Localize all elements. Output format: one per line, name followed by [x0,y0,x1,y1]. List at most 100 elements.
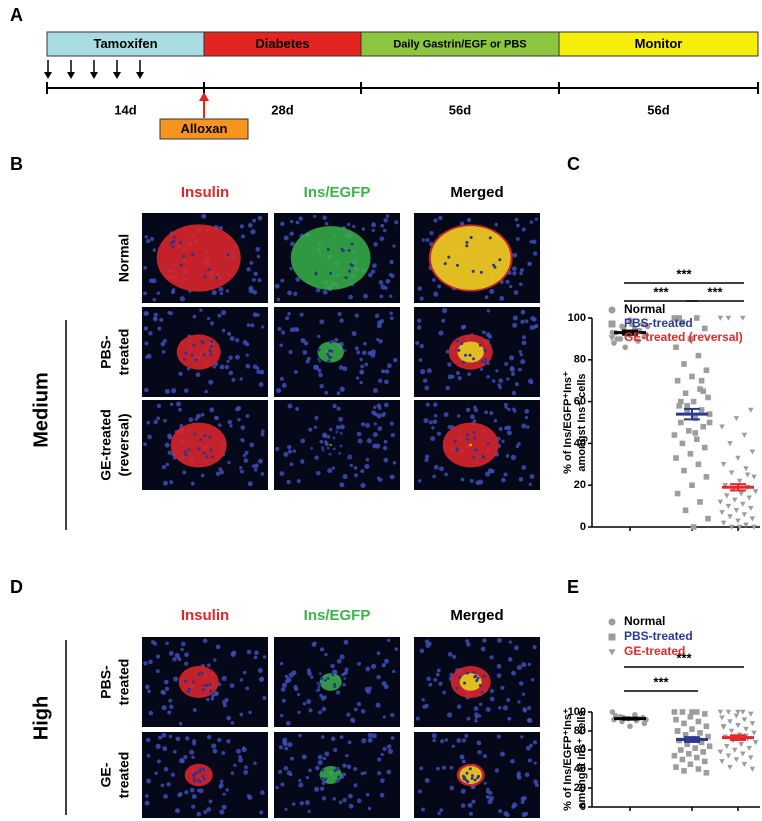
nucleus [447,712,453,718]
islet-nucleus [473,778,477,782]
point [733,416,740,422]
point [692,415,698,422]
nucleus [324,441,329,447]
nucleus [146,753,151,758]
islet-nucleus [343,349,347,353]
nucleus [511,670,516,676]
nucleus [250,229,256,235]
nucleus [529,220,534,224]
nucleus [415,716,420,721]
nucleus [188,417,194,422]
nucleus [289,231,294,236]
nucleus [241,234,245,239]
nucleus [221,310,227,316]
phase-name: Tamoxifen [93,36,157,51]
nucleus [371,733,377,739]
nucleus [182,470,187,475]
nucleus [515,237,520,241]
nucleus [168,311,173,316]
y-tick-label: 80 [574,725,586,737]
islet-nucleus [193,432,197,436]
islet-nucleus [472,357,476,361]
islet-nucleus [486,441,490,445]
point [752,740,759,746]
point [752,489,759,495]
nucleus [203,809,208,815]
point [695,718,702,725]
nucleus [279,471,285,476]
nucleus [489,411,494,416]
nucleus [337,312,342,317]
nucleus [292,449,297,453]
nucleus [489,688,495,694]
point [727,764,733,770]
nucleus [300,459,305,464]
nucleus [149,236,155,242]
nucleus [521,423,527,429]
islet-nucleus [323,679,327,683]
nucleus [433,677,438,682]
islet-nucleus [464,353,468,357]
islet-nucleus [470,776,474,780]
nucleus [315,765,320,771]
nucleus [289,462,294,467]
nucleus [416,325,422,330]
islet-nucleus [310,446,314,450]
islet-nucleus [184,679,188,683]
legend-marker [608,320,616,328]
nucleus [281,382,287,388]
point [717,499,724,505]
nucleus [371,410,376,415]
nucleus [317,754,323,760]
nucleus [255,247,261,252]
nucleus [526,425,530,429]
nucleus [158,735,163,740]
nucleus [164,686,170,691]
nucleus [384,379,389,385]
nucleus [378,406,382,411]
nucleus [278,745,283,750]
nucleus [143,442,147,447]
islet-nucleus [182,254,186,258]
nucleus [419,766,424,771]
point [720,724,727,730]
islet-nucleus [192,344,196,348]
nucleus [466,217,472,223]
islet-nucleus [215,276,219,280]
nucleus [387,638,391,642]
nucleus [524,772,530,778]
row-label: GE- [98,762,114,787]
nucleus [502,705,509,711]
islet-nucleus [472,670,476,674]
nucleus [171,288,176,292]
nucleus [183,754,188,760]
islet-nucleus [208,435,212,439]
nucleus [440,739,445,744]
nucleus [155,743,161,749]
nucleus [172,749,177,754]
nucleus [179,296,185,302]
islet-nucleus [183,450,187,454]
nucleus [428,641,432,646]
nucleus [167,450,173,455]
nucleus [256,254,261,259]
nucleus [375,702,381,708]
nucleus [148,659,153,665]
nucleus [384,369,390,374]
row-label: treated [116,329,132,376]
nucleus [282,741,288,747]
nucleus [366,438,372,444]
nucleus [257,215,263,221]
nucleus [465,639,470,644]
nucleus [236,405,242,411]
nucleus [253,468,258,472]
nucleus [483,781,487,785]
y-tick-label: 0 [580,521,586,533]
nucleus [227,419,233,425]
nucleus [484,410,489,415]
nucleus [178,371,183,376]
islet-nucleus [465,771,469,775]
nucleus [527,706,532,711]
nucleus [297,710,301,715]
islet-nucleus [197,447,201,451]
